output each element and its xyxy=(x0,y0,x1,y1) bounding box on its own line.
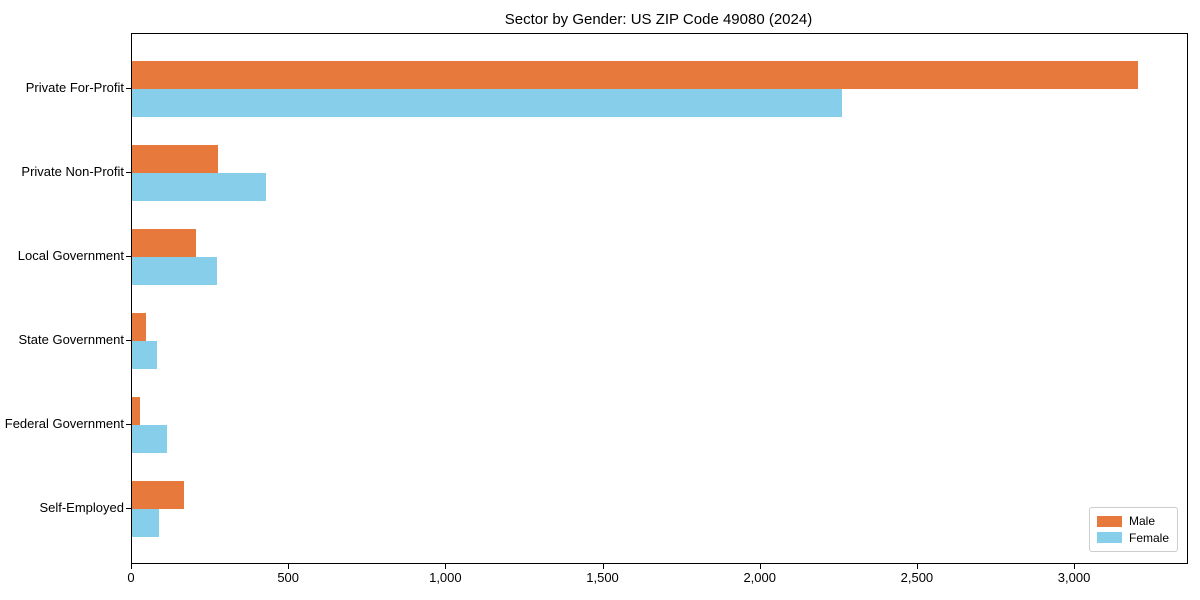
legend: Male Female xyxy=(1089,507,1178,552)
legend-label-female: Female xyxy=(1129,530,1170,545)
bar-female-state-government xyxy=(132,341,158,369)
bar-female-federal-government xyxy=(132,425,167,453)
bar-male-state-government xyxy=(132,313,147,341)
y-axis-label-private-for-profit: Private For-Profit xyxy=(25,80,124,95)
x-axis-tick-1-500: 1,500 xyxy=(586,570,619,585)
y-axis-label-self-employed: Self-Employed xyxy=(39,500,124,515)
y-axis-label-local-government: Local Government xyxy=(17,248,124,263)
x-axis-tick-1-000: 1,000 xyxy=(429,570,462,585)
x-tick-mark xyxy=(131,564,132,569)
legend-swatch-male xyxy=(1097,515,1122,527)
x-tick-mark xyxy=(445,564,447,569)
y-axis-label-federal-government: Federal Government xyxy=(4,416,124,431)
y-tick-mark xyxy=(126,508,131,509)
y-tick-mark xyxy=(126,256,131,257)
x-axis-tick-2-000: 2,000 xyxy=(743,570,776,585)
legend-label-male: Male xyxy=(1129,514,1156,529)
legend-item-male: Male xyxy=(1097,514,1170,528)
bar-male-federal-government xyxy=(132,397,140,425)
bar-female-self-employed xyxy=(132,509,159,537)
y-tick-mark xyxy=(126,88,131,89)
bar-female-local-government xyxy=(132,257,217,285)
x-axis-tick-500: 500 xyxy=(277,570,300,585)
x-axis-tick-3-000: 3,000 xyxy=(1057,570,1091,585)
x-axis-tick-0: 0 xyxy=(127,570,135,585)
x-tick-mark xyxy=(916,564,918,569)
y-tick-mark xyxy=(126,172,131,173)
x-tick-mark xyxy=(1074,564,1076,569)
bar-male-private-for-profit xyxy=(132,61,1138,89)
y-axis-label-state-government: State Government xyxy=(18,332,125,347)
plot-area xyxy=(131,33,1188,564)
x-axis-tick-2-500: 2,500 xyxy=(900,570,934,585)
y-axis-label-private-non-profit: Private Non-Profit xyxy=(21,164,124,179)
x-tick-mark xyxy=(759,564,761,569)
y-tick-mark xyxy=(126,340,131,341)
bar-female-private-for-profit xyxy=(132,89,843,117)
chart-title: Sector by Gender: US ZIP Code 49080 (202… xyxy=(504,11,813,28)
bar-female-private-non-profit xyxy=(132,173,266,201)
x-tick-mark xyxy=(602,564,604,569)
x-tick-mark xyxy=(288,564,290,569)
bar-male-self-employed xyxy=(132,481,184,509)
legend-item-female: Female xyxy=(1097,531,1170,545)
bar-male-local-government xyxy=(132,229,197,257)
bar-male-private-non-profit xyxy=(132,145,219,173)
legend-swatch-female xyxy=(1097,532,1122,544)
y-tick-mark xyxy=(126,424,131,425)
